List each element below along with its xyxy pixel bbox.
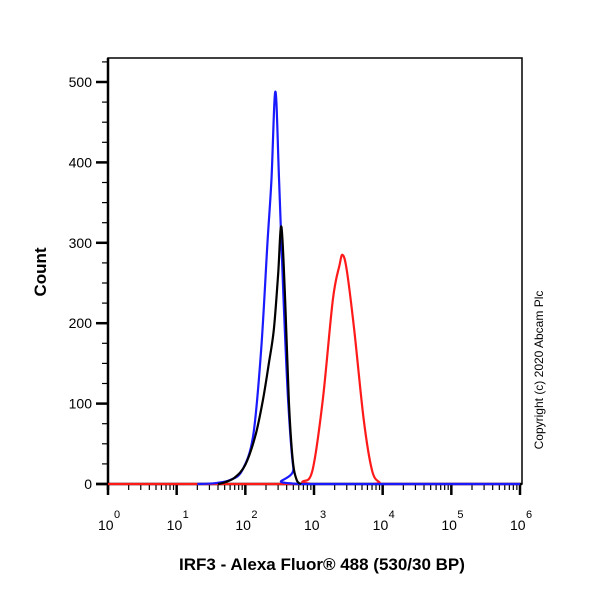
y-axis-title: Count [31, 247, 50, 296]
y-tick-label: 500 [69, 74, 93, 90]
y-tick-label: 200 [69, 315, 93, 331]
x-tick-label: 10 [167, 517, 183, 533]
y-tick-label: 400 [69, 154, 93, 170]
x-tick-label: 10 [441, 517, 457, 533]
y-axis: 0 100 200 300 400 500 [69, 58, 110, 492]
x-tick-exponent: 6 [526, 509, 532, 521]
x-tick-label: 10 [98, 517, 114, 533]
copyright-annotation: Copyright (c) 2020 Abcam Plc [532, 291, 546, 450]
x-tick-label: 10 [510, 517, 526, 533]
x-tick-label: 10 [235, 517, 251, 533]
x-tick-exponent: 3 [320, 509, 326, 521]
x-axis-title: IRF3 - Alexa Fluor® 488 (530/30 BP) [179, 555, 465, 574]
series-black-curve [217, 225, 302, 486]
series-blue-curve [197, 90, 520, 486]
x-tick-label: 10 [304, 517, 320, 533]
y-tick-label: 100 [69, 396, 93, 412]
x-tick-exponent: 2 [251, 509, 257, 521]
y-tick-label: 0 [84, 476, 92, 492]
plot-frame [107, 57, 523, 485]
x-tick-exponent: 4 [389, 509, 395, 521]
series-red-curve [107, 253, 520, 486]
plot-area-border [107, 57, 523, 485]
x-tick-label: 10 [373, 517, 389, 533]
series-layer [107, 90, 520, 486]
x-tick-exponent: 1 [183, 509, 189, 521]
y-tick-label: 300 [69, 235, 93, 251]
x-tick-exponent: 5 [457, 509, 463, 521]
x-tick-exponent: 0 [114, 509, 120, 521]
